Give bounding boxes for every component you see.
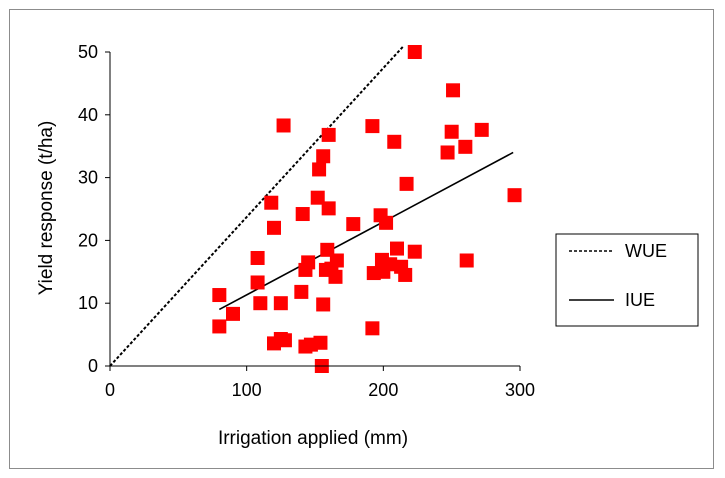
x-tick-label: 0: [105, 380, 115, 400]
data-point: [273, 296, 288, 311]
y-tick-label: 20: [78, 230, 98, 250]
data-point: [250, 275, 265, 290]
series-lines: [109, 45, 514, 367]
data-point: [329, 253, 344, 268]
data-point: [398, 267, 413, 282]
x-tick-label: 300: [505, 380, 535, 400]
data-point: [458, 139, 473, 154]
y-tick-label: 40: [78, 105, 98, 125]
y-axis-title: Yield response (t/ha): [36, 121, 57, 296]
data-point: [313, 335, 328, 350]
data-point: [383, 257, 398, 272]
data-point: [310, 190, 325, 205]
data-point: [212, 319, 227, 334]
wue-line: [109, 45, 405, 367]
data-point: [328, 269, 343, 284]
data-point: [379, 215, 394, 230]
data-point: [295, 207, 310, 222]
legend-wue-label: WUE: [625, 241, 667, 261]
y-tick-label: 10: [78, 293, 98, 313]
data-point: [407, 244, 422, 259]
data-point: [390, 241, 404, 256]
y-tick-label: 0: [88, 356, 98, 376]
y-tick-label: 30: [78, 168, 98, 188]
data-point: [312, 162, 327, 177]
x-tick-label: 200: [368, 380, 398, 400]
data-point: [474, 122, 489, 137]
data-point: [399, 176, 414, 191]
y-tick-label: 50: [78, 42, 98, 62]
data-point: [440, 145, 455, 160]
data-point: [387, 134, 402, 149]
iue-line: [218, 151, 514, 311]
legend-iue-label: IUE: [625, 290, 655, 310]
data-point: [346, 217, 361, 232]
data-point: [316, 149, 331, 164]
data-point: [264, 195, 279, 210]
data-point: [459, 253, 474, 268]
legend: WUE IUE: [555, 233, 699, 327]
legend-box: [555, 233, 699, 327]
data-point: [407, 45, 422, 59]
data-point: [250, 250, 265, 265]
data-point: [446, 83, 461, 98]
data-point: [226, 306, 240, 321]
data-point: [320, 242, 335, 257]
data-point: [212, 288, 227, 303]
axes: [109, 52, 520, 367]
data-point: [267, 220, 281, 235]
data-point: [277, 333, 292, 348]
data-point: [301, 255, 316, 270]
x-tick-label: 100: [232, 380, 262, 400]
data-point: [507, 188, 522, 203]
data-point: [444, 124, 459, 139]
data-point: [365, 119, 380, 134]
data-point: [365, 321, 380, 336]
data-point: [253, 296, 268, 311]
data-points: [212, 45, 522, 373]
data-point: [316, 297, 331, 312]
data-point: [276, 118, 291, 133]
ticks: 0 10 20 30 40 50 0 100 200 300: [78, 42, 535, 400]
data-point: [321, 127, 336, 142]
chart-frame: [9, 9, 714, 469]
x-axis-title: Irrigation applied (mm): [218, 428, 408, 449]
data-point: [321, 201, 336, 216]
data-point: [294, 284, 309, 299]
